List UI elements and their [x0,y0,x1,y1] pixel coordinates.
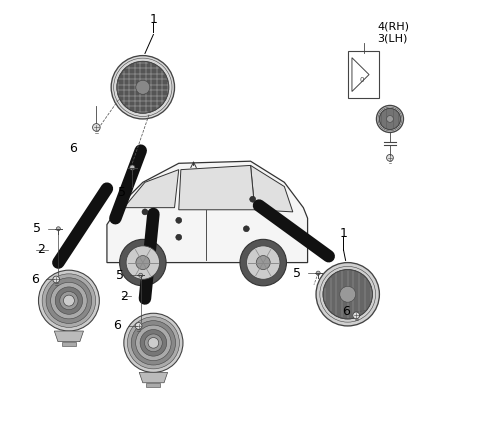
Circle shape [142,209,148,215]
Text: 4(RH): 4(RH) [377,21,409,31]
Polygon shape [124,169,179,208]
Text: 5: 5 [33,222,41,235]
Text: 3(LH): 3(LH) [377,34,408,44]
Circle shape [53,276,60,283]
Text: 1: 1 [339,226,348,240]
Circle shape [117,61,169,113]
Polygon shape [54,331,84,342]
Circle shape [136,325,171,360]
Circle shape [240,239,287,286]
Circle shape [256,256,270,270]
Polygon shape [61,342,76,346]
Circle shape [379,108,400,130]
Text: 5: 5 [118,186,126,199]
Circle shape [93,124,100,131]
Text: 5: 5 [293,267,301,279]
Circle shape [124,313,183,372]
Circle shape [136,256,150,270]
Circle shape [247,246,280,279]
Polygon shape [251,165,293,212]
Circle shape [316,263,379,326]
Circle shape [127,317,180,369]
Circle shape [243,226,249,232]
Circle shape [56,227,60,231]
Circle shape [130,165,135,170]
Circle shape [340,286,356,302]
Polygon shape [179,165,255,210]
Circle shape [176,217,182,223]
Circle shape [140,330,167,356]
Polygon shape [146,383,160,387]
Circle shape [42,274,96,327]
Text: 1: 1 [149,13,157,26]
Circle shape [46,278,92,324]
Text: 2: 2 [36,244,45,256]
Circle shape [148,338,159,348]
Text: 6: 6 [31,273,39,286]
Circle shape [126,246,159,279]
Circle shape [316,271,320,275]
Circle shape [386,116,393,122]
Text: 6: 6 [69,142,77,155]
Circle shape [55,287,83,314]
Circle shape [111,56,175,119]
Circle shape [144,334,162,352]
Polygon shape [139,372,168,383]
Circle shape [386,155,393,161]
Text: 6: 6 [114,319,121,333]
Circle shape [176,234,182,240]
Circle shape [131,321,176,365]
Circle shape [60,291,78,310]
Circle shape [136,80,150,94]
Text: 6: 6 [342,305,349,318]
Circle shape [353,312,360,319]
Circle shape [63,295,74,306]
Text: 5: 5 [116,269,124,282]
Circle shape [323,270,372,319]
Circle shape [250,196,256,202]
Circle shape [139,273,143,277]
Circle shape [120,239,166,286]
Text: 0: 0 [360,77,364,83]
Circle shape [51,282,87,319]
Circle shape [135,323,142,329]
Circle shape [38,270,99,331]
Circle shape [376,105,404,133]
Polygon shape [107,161,308,263]
Text: 2: 2 [120,290,128,303]
